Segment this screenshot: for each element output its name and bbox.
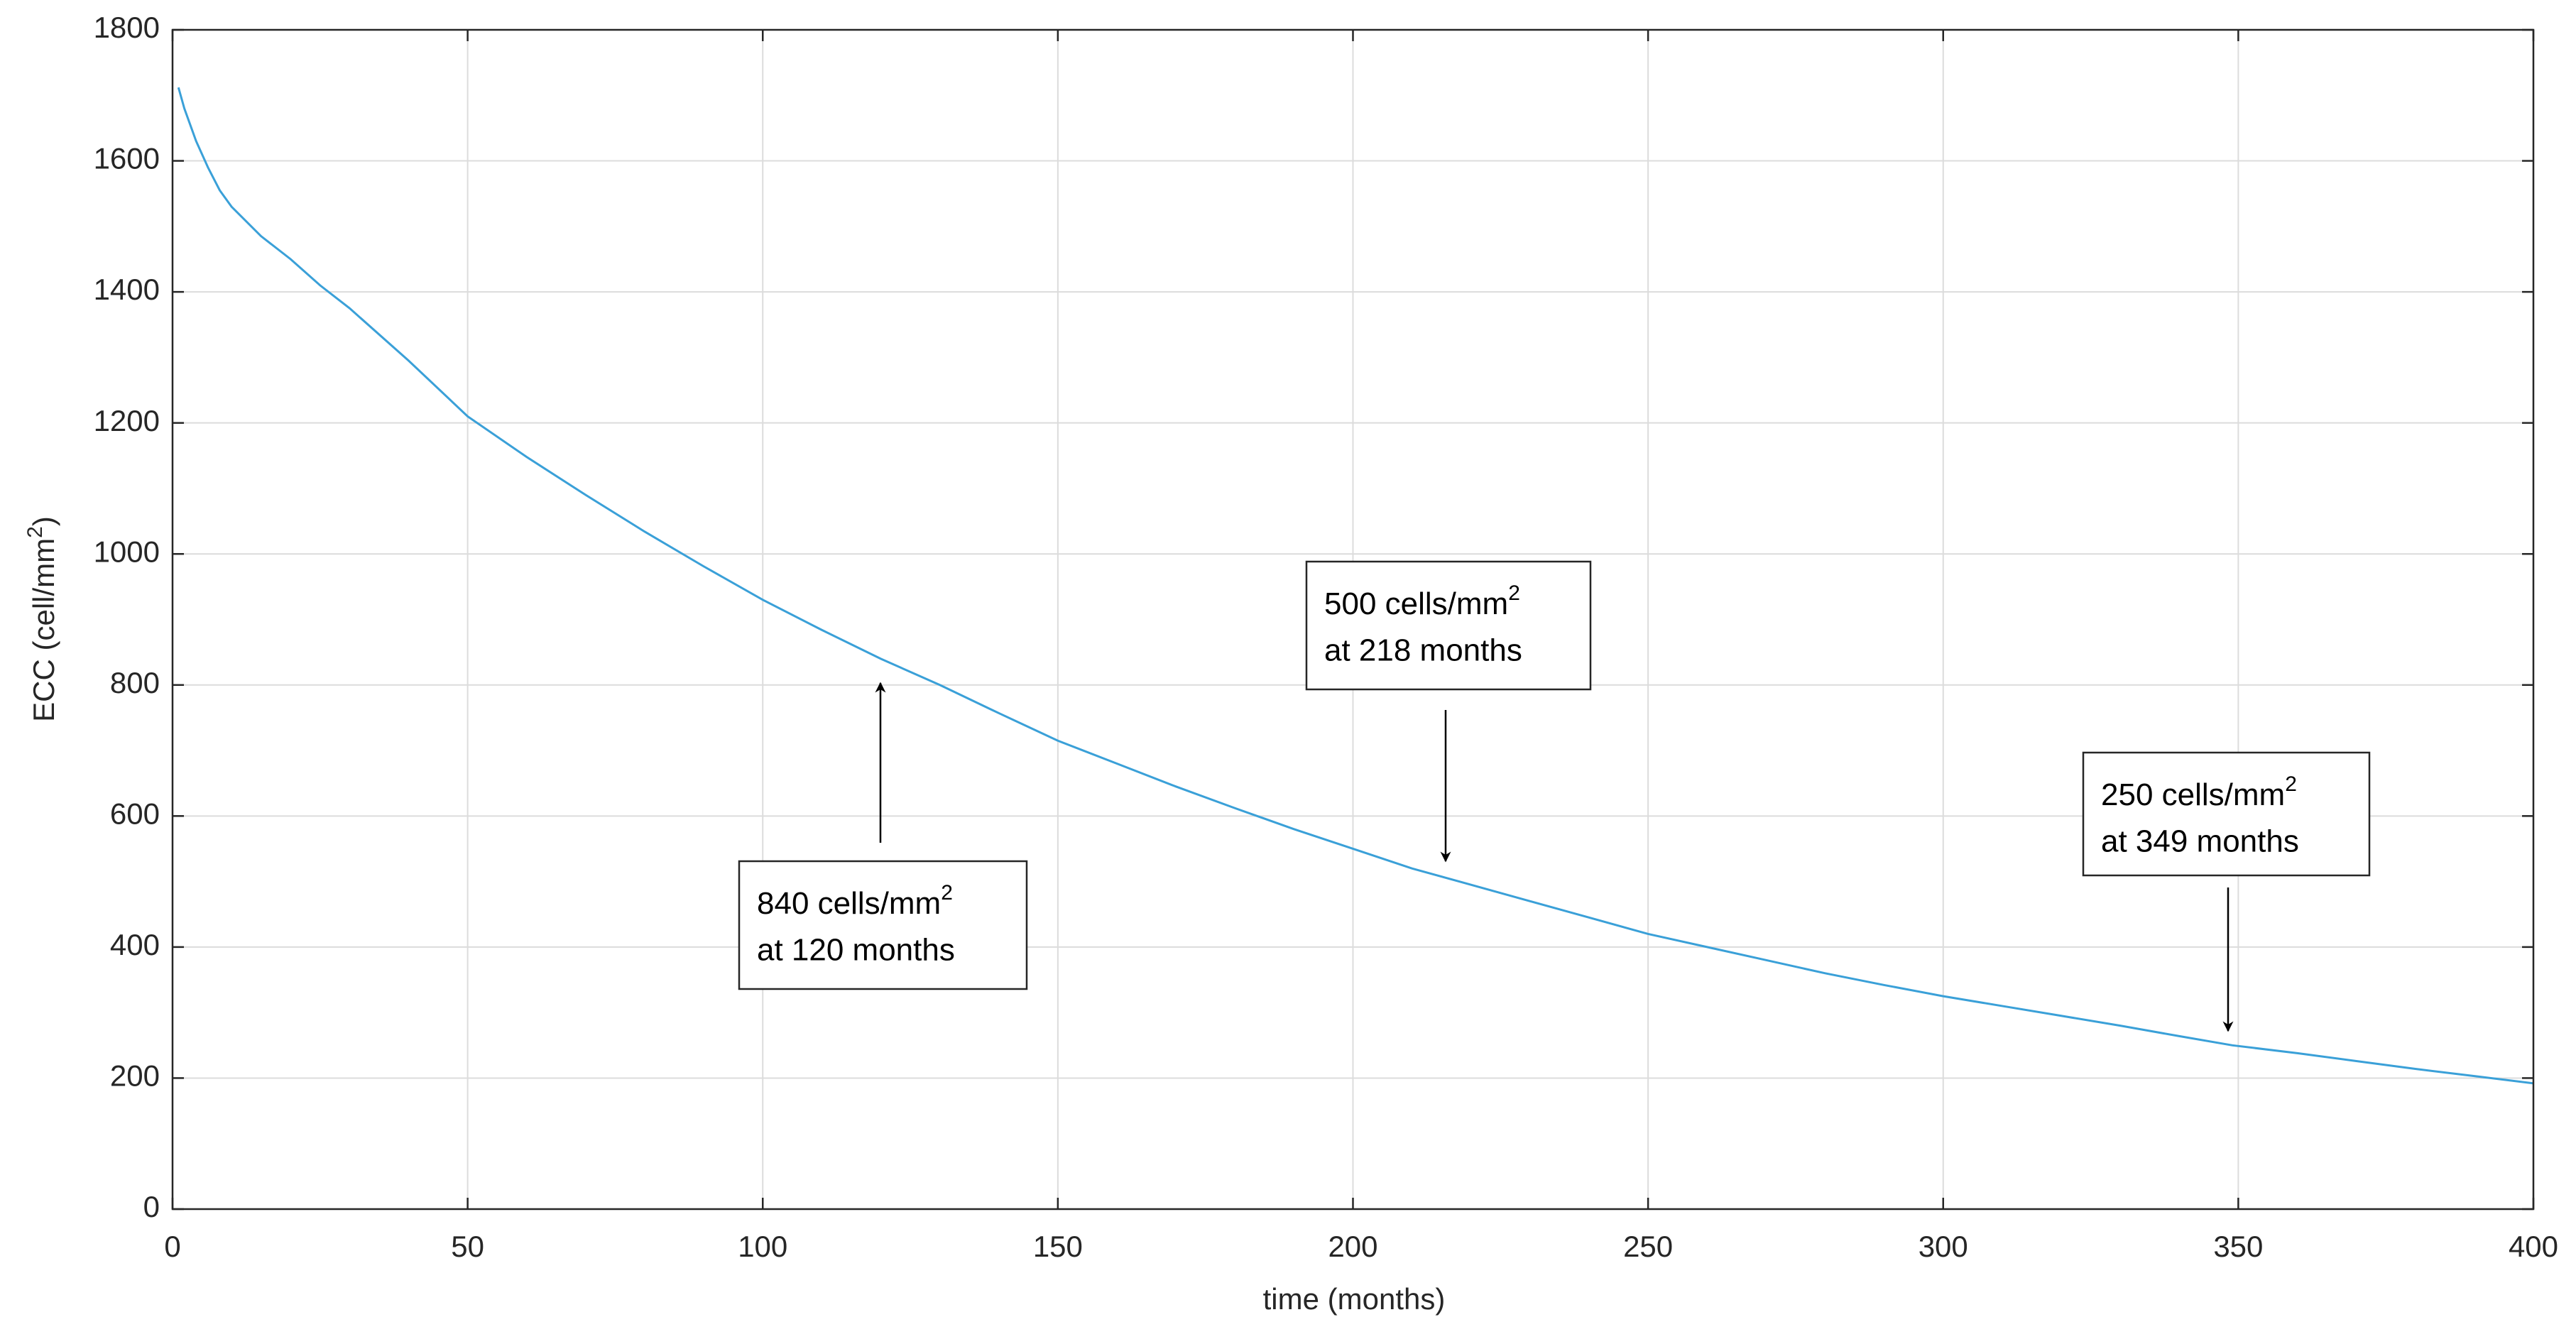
x-tick-label: 200	[1328, 1230, 1377, 1263]
x-tick-label: 100	[738, 1230, 787, 1263]
y-tick-label: 1000	[94, 535, 160, 568]
annotation-box	[738, 860, 1028, 990]
y-tick-label: 200	[110, 1059, 160, 1093]
y-axis-label-text: ECC (cell/mm	[27, 538, 60, 722]
data-line	[177, 87, 2534, 1085]
annotation-line-2: at 218 months	[1324, 633, 1522, 668]
y-tick-label: 800	[110, 666, 160, 699]
annotation-text: 500 cells/mm	[1324, 586, 1508, 621]
axes: 0 50 100 150 200 250 300 350 400 0 200 400 600 800 100…	[94, 11, 2558, 1263]
y-tick-label: 1400	[94, 273, 160, 306]
y-tick-label: 1800	[94, 11, 160, 44]
y-axis-label: ECC (cell/mm2)	[23, 516, 60, 722]
x-tick-label: 300	[1919, 1230, 1968, 1263]
y-tick-label: 0	[143, 1190, 160, 1223]
annotation-sup: 2	[2285, 772, 2297, 796]
annotation-line-1: 250 cells/mm2	[2101, 772, 2297, 812]
annotation-text: 250 cells/mm	[2101, 777, 2285, 812]
annotation-box	[1305, 560, 1592, 691]
x-tick-label: 400	[2509, 1230, 2558, 1263]
x-tick-label: 350	[2213, 1230, 2263, 1263]
x-tick-label: 250	[1623, 1230, 1673, 1263]
annotation-line-1: 840 cells/mm2	[757, 881, 953, 921]
annotation-sup: 2	[1508, 581, 1520, 605]
annotation-line-2: at 349 months	[2101, 824, 2299, 859]
y-tick-label: 400	[110, 928, 160, 961]
y-axis-label-sup: 2	[23, 526, 47, 538]
annotation-line-1: 500 cells/mm2	[1324, 581, 1520, 621]
y-tick-label: 1200	[94, 404, 160, 437]
y-tick-label: 600	[110, 797, 160, 830]
x-axis-label: time (months)	[1263, 1282, 1446, 1316]
x-tick-label: 150	[1033, 1230, 1083, 1263]
annotation-sup: 2	[941, 881, 953, 905]
x-tick-label: 50	[451, 1230, 484, 1263]
x-tick-label: 0	[164, 1230, 180, 1263]
y-axis-label-end: )	[27, 516, 60, 526]
annotation-line-2: at 120 months	[757, 933, 955, 968]
annotation-text: 840 cells/mm	[757, 886, 941, 921]
plot	[177, 87, 2534, 1085]
y-tick-label: 1600	[94, 142, 160, 175]
annotation-box	[2082, 751, 2371, 877]
